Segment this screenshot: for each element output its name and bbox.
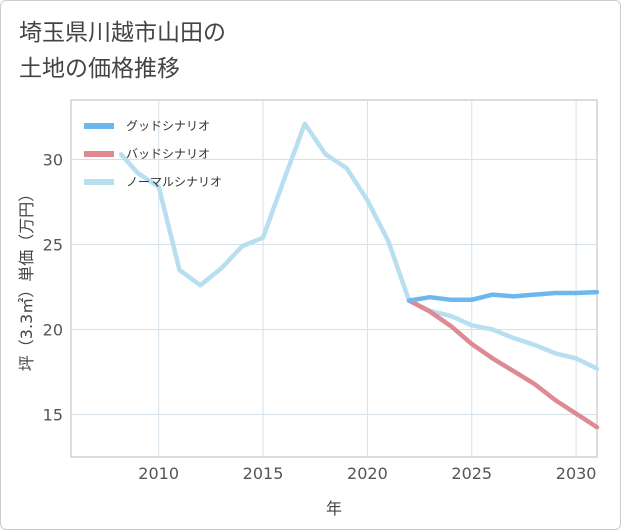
y-tick-label-15: 15 <box>43 406 63 425</box>
series-line-0 <box>406 289 600 303</box>
legend-label-2: ノーマルシナリオ <box>126 175 222 189</box>
chart-title-line-1: 埼玉県川越市山田の <box>19 20 226 46</box>
legend-label-1: バッドシナリオ <box>126 147 210 161</box>
chart-title-line-2: 土地の価格推移 <box>19 56 180 82</box>
x-tick-label-2020: 2020 <box>347 464 388 483</box>
y-tick-label-30: 30 <box>43 151 63 170</box>
x-tick-label-2025: 2025 <box>451 464 492 483</box>
chart-title: 埼玉県川越市山田の 土地の価格推移 <box>19 15 226 87</box>
y-axis-label: 坪（3.3㎡）単価（万円） <box>17 186 36 371</box>
x-tick-label-2030: 2030 <box>556 464 597 483</box>
y-tick-label-25: 25 <box>43 236 63 255</box>
series-line-2 <box>118 121 600 371</box>
legend-item-0[interactable]: グッドシナリオ <box>84 119 210 133</box>
x-tick-label-2010: 2010 <box>138 464 179 483</box>
x-tick-label-2015: 2015 <box>243 464 284 483</box>
legend-item-1[interactable]: バッドシナリオ <box>84 147 210 161</box>
series-line-1 <box>406 298 600 430</box>
legend-label-0: グッドシナリオ <box>126 119 210 133</box>
legend-item-2[interactable]: ノーマルシナリオ <box>84 175 222 189</box>
x-axis-label: 年 <box>326 499 342 518</box>
series-layer <box>118 121 600 430</box>
y-tick-label-20: 20 <box>43 321 63 340</box>
